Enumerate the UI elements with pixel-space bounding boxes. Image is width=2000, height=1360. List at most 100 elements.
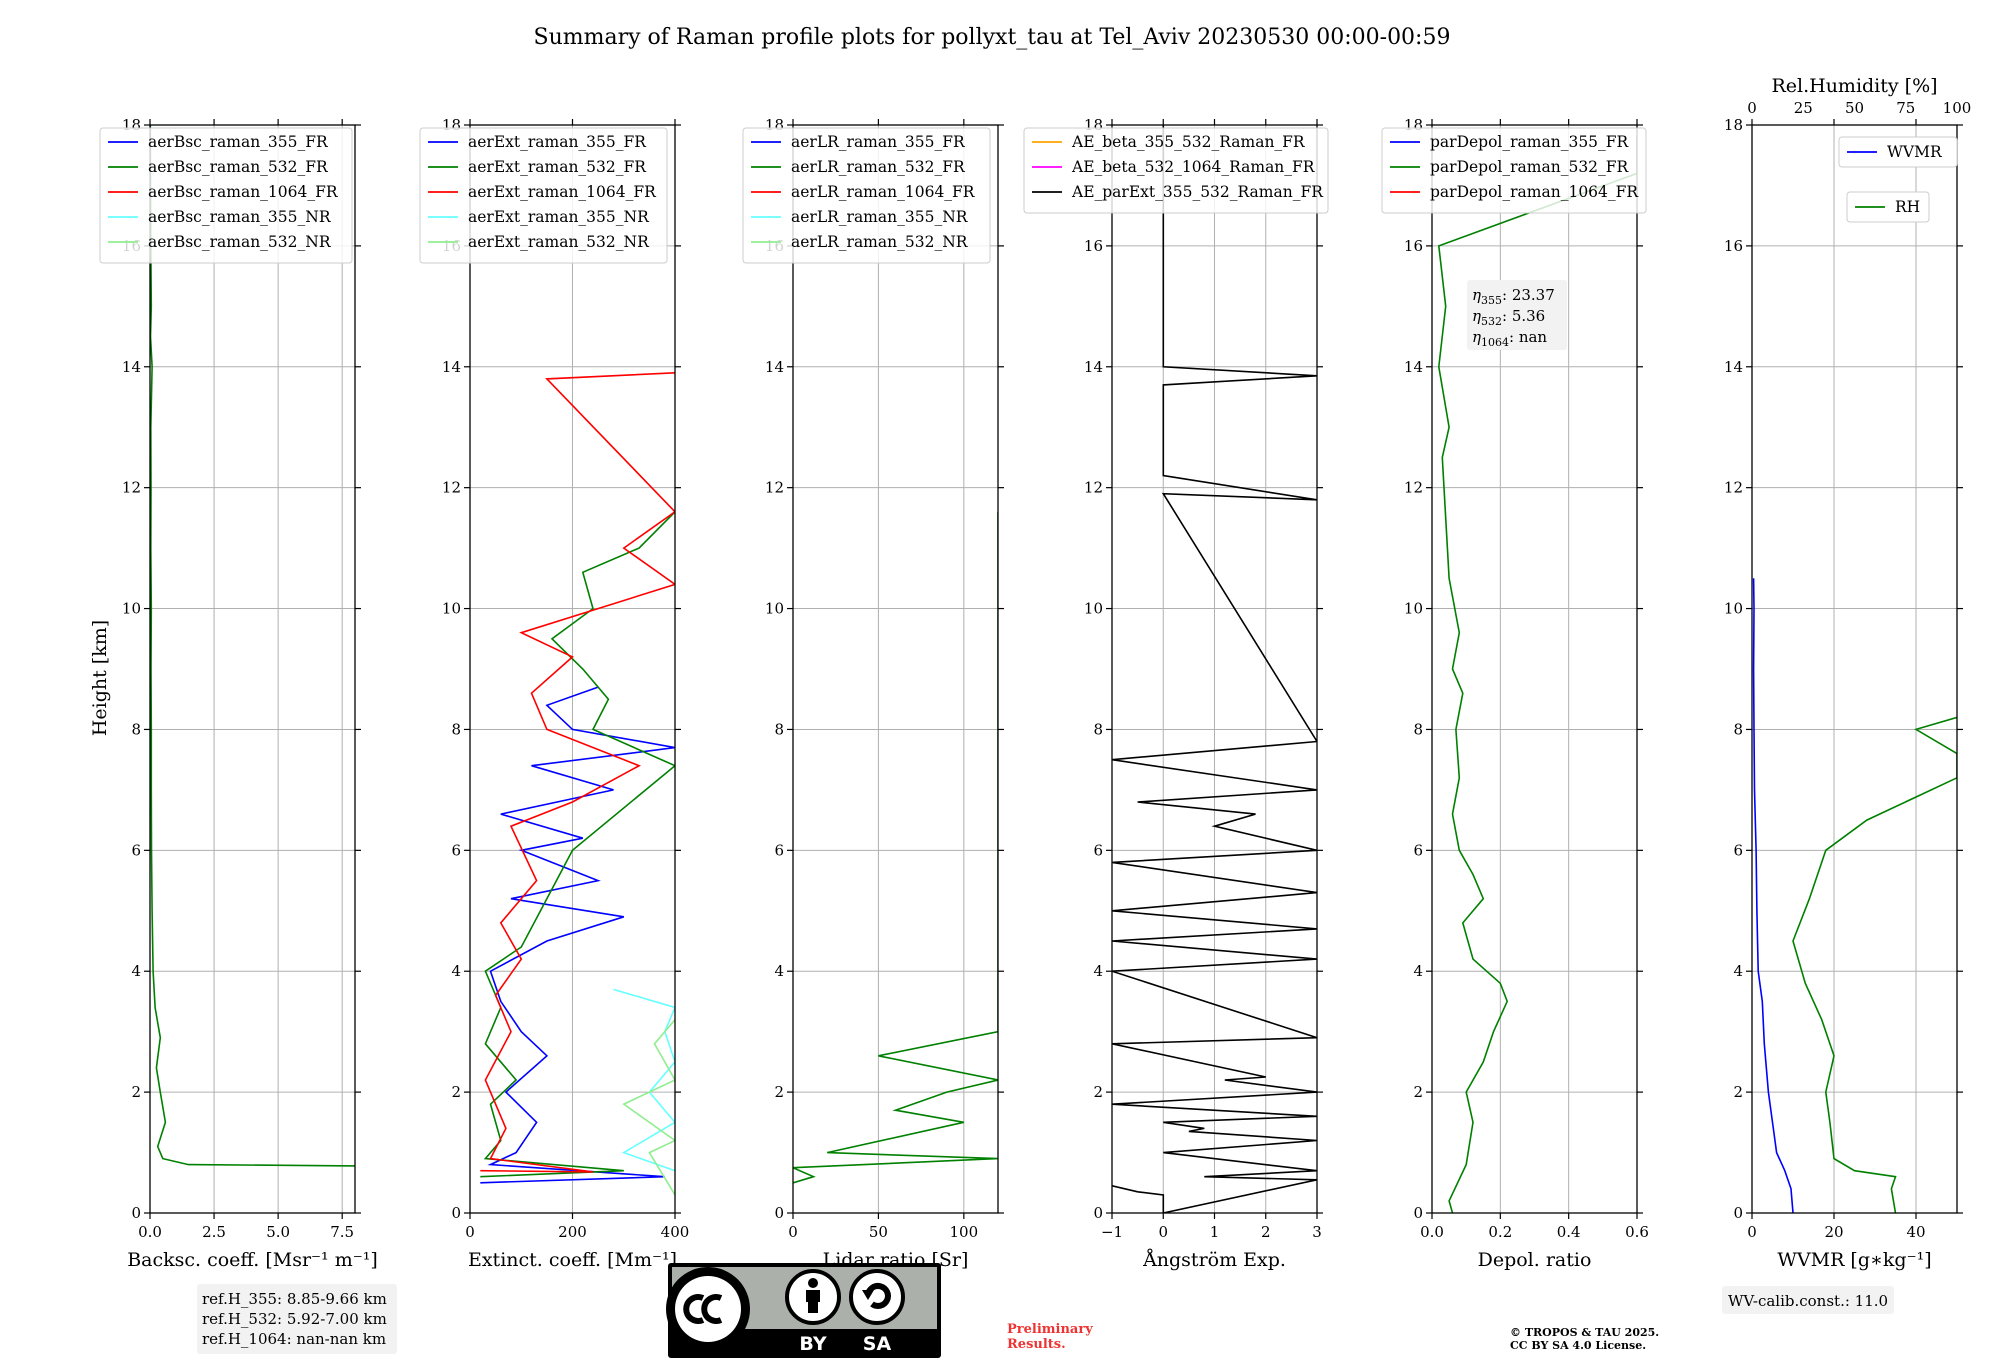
x-axis-label: WVMR [g∗kg⁻¹]	[1777, 1249, 1931, 1271]
y-tick-label: 16	[1084, 237, 1103, 255]
legend-label: aerExt_raman_532_FR	[468, 158, 647, 176]
legend-label: aerLR_raman_532_FR	[791, 158, 966, 176]
y-tick-label: 8	[1093, 720, 1103, 738]
y-tick-label: 0	[451, 1204, 461, 1222]
y-tick-label: 12	[1404, 479, 1423, 497]
legend: aerLR_raman_355_FR aerLR_raman_532_FR aerL…	[742, 127, 991, 264]
x-tick-label: 0	[1158, 1223, 1168, 1241]
y-tick-label: 2	[1093, 1083, 1103, 1101]
y-tick-label: 6	[451, 841, 461, 859]
x-tick-label: 0	[788, 1223, 798, 1241]
y-tick-label: 12	[1724, 479, 1743, 497]
x-tick-label: 1	[1210, 1223, 1220, 1241]
x-tick-label: 2.5	[202, 1223, 226, 1241]
top-x-axis-label: Rel.Humidity [%]	[1771, 75, 1937, 97]
ref-height-355: ref.H_355: 8.85-9.66 km	[202, 1290, 387, 1308]
legend-label: aerExt_raman_532_NR	[468, 233, 650, 251]
copyright-line-2: CC BY SA 4.0 License.	[1510, 1339, 1646, 1352]
axes-frame	[1751, 124, 1958, 1214]
eta-annotation: η355: 23.37	[1472, 286, 1555, 307]
legend-label: aerBsc_raman_355_NR	[148, 208, 332, 226]
axes-frame	[792, 124, 999, 1214]
y-tick-label: 8	[1733, 720, 1743, 738]
series-line-2	[480, 511, 675, 1178]
license-by-label: BY	[799, 1333, 826, 1355]
x-axis-label: Backsc. coeff. [Msr⁻¹ m⁻¹]	[127, 1249, 378, 1271]
y-tick-label: 12	[1084, 479, 1103, 497]
y-tick-label: 14	[765, 358, 784, 376]
legend-box	[419, 127, 668, 264]
y-tick-label: 8	[131, 720, 141, 738]
legend-label: aerLR_raman_355_FR	[791, 133, 966, 151]
x-tick-label: 0.0	[138, 1223, 162, 1241]
y-tick-label: 6	[774, 841, 784, 859]
legend-box	[1838, 136, 1958, 168]
legend-box	[742, 127, 991, 264]
series-line-1	[480, 686, 675, 1184]
y-tick-label: 0	[1413, 1204, 1423, 1222]
series-line-2	[1437, 137, 1637, 1213]
legend: parDepol_raman_355_FR parDepol_raman_532_…	[1381, 127, 1647, 214]
y-tick-label: 14	[1724, 358, 1743, 376]
legend: AE_beta_355_532_Raman_FR AE_beta_532_1064…	[1023, 127, 1329, 214]
y-tick-label: 14	[442, 358, 461, 376]
x-tick-label: 50	[869, 1223, 888, 1241]
legend-box	[1023, 127, 1329, 214]
figure-title: Summary of Raman profile plots for polly…	[534, 25, 1451, 50]
copyright-line-1: © TROPOS & TAU 2025.	[1510, 1326, 1659, 1339]
axes-frame	[149, 124, 356, 1214]
legend-label: aerExt_raman_355_FR	[468, 133, 647, 151]
legend-label: parDepol_raman_532_FR	[1430, 158, 1630, 176]
y-tick-label: 8	[774, 720, 784, 738]
x-tick-label: 5.0	[266, 1223, 290, 1241]
x-axis-label: Depol. ratio	[1478, 1249, 1592, 1271]
y-tick-label: 0	[774, 1204, 784, 1222]
legend-box	[1846, 191, 1930, 223]
x-tick-label: 0.6	[1625, 1223, 1649, 1241]
series-line-2	[1792, 716, 1957, 1213]
y-tick-label: 8	[1413, 720, 1423, 738]
annotation-box: WV-calib.const.: 11.0	[1722, 1286, 1894, 1314]
y-tick-label: 4	[451, 962, 461, 980]
share-alike-icon	[849, 1269, 905, 1325]
eta-annotation: η532: 5.36	[1472, 307, 1545, 328]
eta-annotation: η1064: nan	[1472, 328, 1547, 349]
y-tick-label: 2	[451, 1083, 461, 1101]
y-tick-label: 2	[1413, 1083, 1423, 1101]
y-tick-label: 6	[1733, 841, 1743, 859]
legend: aerExt_raman_355_FR aerExt_raman_532_FRae…	[419, 127, 668, 264]
legend-box	[99, 127, 353, 264]
y-tick-label: 16	[1724, 237, 1743, 255]
preliminary-line-2: Results.	[1007, 1337, 1066, 1352]
y-tick-label: 16	[1404, 237, 1423, 255]
series-line-3	[480, 372, 675, 1173]
y-tick-label: 4	[1733, 962, 1743, 980]
ref-height-1064: ref.H_1064: nan-nan km	[202, 1330, 386, 1348]
x-tick-label: 100	[950, 1223, 979, 1241]
x-tick-label: 200	[558, 1223, 587, 1241]
annotation-background	[1722, 1286, 1894, 1314]
x-tick-label: 0	[1747, 1223, 1757, 1241]
x-tick-label: 3	[1312, 1223, 1322, 1241]
x-tick-label: 0	[465, 1223, 475, 1241]
y-tick-label: 18	[1724, 116, 1743, 134]
y-tick-label: 10	[765, 600, 784, 618]
series-line-2	[150, 125, 355, 1167]
legend: WVMR RH	[1838, 136, 1958, 223]
y-tick-label: 2	[774, 1083, 784, 1101]
legend-label: aerBsc_raman_532_NR	[148, 233, 332, 251]
annotation-background	[1467, 280, 1567, 350]
y-tick-label: 6	[131, 841, 141, 859]
y-tick-label: 4	[1093, 962, 1103, 980]
y-tick-label: 2	[131, 1083, 141, 1101]
series-line-2	[793, 511, 998, 1184]
legend-label: aerBsc_raman_355_FR	[148, 133, 329, 151]
x-tick-label: 0.4	[1557, 1223, 1581, 1241]
legend-label: aerBsc_raman_1064_FR	[148, 183, 339, 201]
legend-label: aerBsc_raman_532_FR	[148, 158, 329, 176]
y-tick-label: 10	[442, 600, 461, 618]
